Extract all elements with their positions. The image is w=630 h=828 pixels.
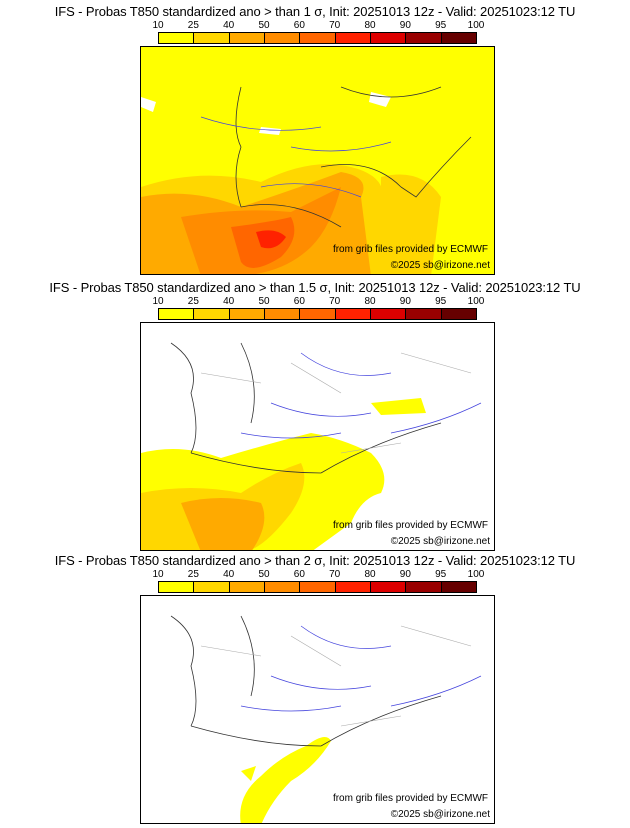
colorbar-tick-label: 10 bbox=[152, 20, 164, 31]
panel-title: IFS - Probas T850 standardized ano > tha… bbox=[54, 553, 576, 568]
colorbar-tick-label: 100 bbox=[467, 20, 485, 31]
colorbar-tick-label: 60 bbox=[293, 20, 305, 31]
colorbar-tick-label: 95 bbox=[435, 296, 447, 307]
panel-title: IFS - Probas T850 standardized ano > tha… bbox=[49, 280, 581, 295]
map-fill bbox=[170, 615, 482, 823]
probability-map[interactable]: from grib files provided by ECMWF ©2025 … bbox=[140, 595, 495, 824]
colorbar-tick-label: 90 bbox=[399, 296, 411, 307]
colorbar-tick-label: 10 bbox=[152, 296, 164, 307]
colorbar-bin bbox=[335, 309, 371, 319]
colorbar-tick-label: 60 bbox=[293, 296, 305, 307]
probability-map[interactable]: from grib files provided by ECMWF ©2025 … bbox=[140, 46, 495, 275]
colorbar-bin bbox=[370, 309, 407, 319]
colorbar-bin bbox=[194, 33, 230, 43]
colorbar-bin bbox=[194, 582, 230, 592]
colorbar-tick-label: 40 bbox=[223, 296, 235, 307]
colorbar-labels: 10 25 40 50 60 70 80 90 95 100 bbox=[152, 296, 484, 307]
colorbar-bin bbox=[406, 582, 442, 592]
colorbar-bin bbox=[441, 582, 476, 592]
colorbar-tick-label: 100 bbox=[467, 569, 485, 580]
colorbar-tick-label: 50 bbox=[258, 296, 270, 307]
colorbar-tick-label: 90 bbox=[399, 569, 411, 580]
colorbar-bin bbox=[159, 33, 195, 43]
colorbar-tick-label: 100 bbox=[467, 296, 485, 307]
colorbar-tick-label: 25 bbox=[187, 296, 199, 307]
colorbar-bin bbox=[300, 33, 336, 43]
colorbar-tick-label: 40 bbox=[223, 569, 235, 580]
colorbar-tick-label: 25 bbox=[187, 569, 199, 580]
copyright-text: ©2025 sb@irizone.net bbox=[390, 809, 490, 820]
colorbar-bin bbox=[406, 33, 442, 43]
colorbar-tick-label: 80 bbox=[364, 20, 376, 31]
colorbar-bin bbox=[300, 582, 336, 592]
panel-title: IFS - Probas T850 standardized ano > tha… bbox=[54, 4, 576, 19]
map-fill bbox=[141, 342, 482, 550]
colorbar-tick-label: 50 bbox=[258, 20, 270, 31]
colorbar-tick-label: 10 bbox=[152, 569, 164, 580]
colorbar-tick-label: 95 bbox=[435, 569, 447, 580]
colorbar-tick-label: 80 bbox=[364, 569, 376, 580]
colorbar-labels: 10 25 40 50 60 70 80 90 95 100 bbox=[152, 20, 484, 31]
forecast-panel-1-5sigma: IFS - Probas T850 standardized ano > tha… bbox=[0, 280, 630, 552]
colorbar bbox=[158, 581, 477, 593]
colorbar bbox=[158, 308, 477, 320]
colorbar-tick-label: 70 bbox=[329, 20, 341, 31]
colorbar-tick-label: 70 bbox=[329, 569, 341, 580]
colorbar-bin bbox=[441, 33, 476, 43]
colorbar-bin bbox=[406, 309, 442, 319]
colorbar-bin bbox=[370, 33, 407, 43]
colorbar-bin bbox=[300, 309, 336, 319]
colorbar-bin bbox=[264, 582, 301, 592]
colorbar-tick-label: 40 bbox=[223, 20, 235, 31]
colorbar-bin bbox=[194, 309, 230, 319]
forecast-panel-1sigma: IFS - Probas T850 standardized ano > tha… bbox=[0, 4, 630, 276]
colorbar-bin bbox=[370, 582, 407, 592]
colorbar-bin bbox=[229, 33, 265, 43]
colorbar-bin bbox=[229, 309, 265, 319]
map-fill bbox=[141, 47, 494, 274]
colorbar-bin bbox=[441, 309, 476, 319]
probability-map[interactable]: from grib files provided by ECMWF ©2025 … bbox=[140, 322, 495, 551]
data-source-credit: from grib files provided by ECMWF bbox=[332, 793, 488, 804]
copyright-text: ©2025 sb@irizone.net bbox=[390, 260, 490, 271]
colorbar-tick-label: 25 bbox=[187, 20, 199, 31]
colorbar-bin bbox=[159, 582, 195, 592]
data-source-credit: from grib files provided by ECMWF bbox=[332, 520, 488, 531]
colorbar-bin bbox=[159, 309, 195, 319]
colorbar-bin bbox=[264, 309, 301, 319]
colorbar bbox=[158, 32, 477, 44]
forecast-panel-2sigma: IFS - Probas T850 standardized ano > tha… bbox=[0, 553, 630, 825]
colorbar-tick-label: 60 bbox=[293, 569, 305, 580]
colorbar-tick-label: 50 bbox=[258, 569, 270, 580]
colorbar-tick-label: 70 bbox=[329, 296, 341, 307]
colorbar-tick-label: 95 bbox=[435, 20, 447, 31]
copyright-text: ©2025 sb@irizone.net bbox=[390, 536, 490, 547]
colorbar-tick-label: 90 bbox=[399, 20, 411, 31]
colorbar-bin bbox=[264, 33, 301, 43]
colorbar-bin bbox=[229, 582, 265, 592]
colorbar-labels: 10 25 40 50 60 70 80 90 95 100 bbox=[152, 569, 484, 580]
colorbar-tick-label: 80 bbox=[364, 296, 376, 307]
colorbar-bin bbox=[335, 33, 371, 43]
data-source-credit: from grib files provided by ECMWF bbox=[332, 244, 488, 255]
colorbar-bin bbox=[335, 582, 371, 592]
